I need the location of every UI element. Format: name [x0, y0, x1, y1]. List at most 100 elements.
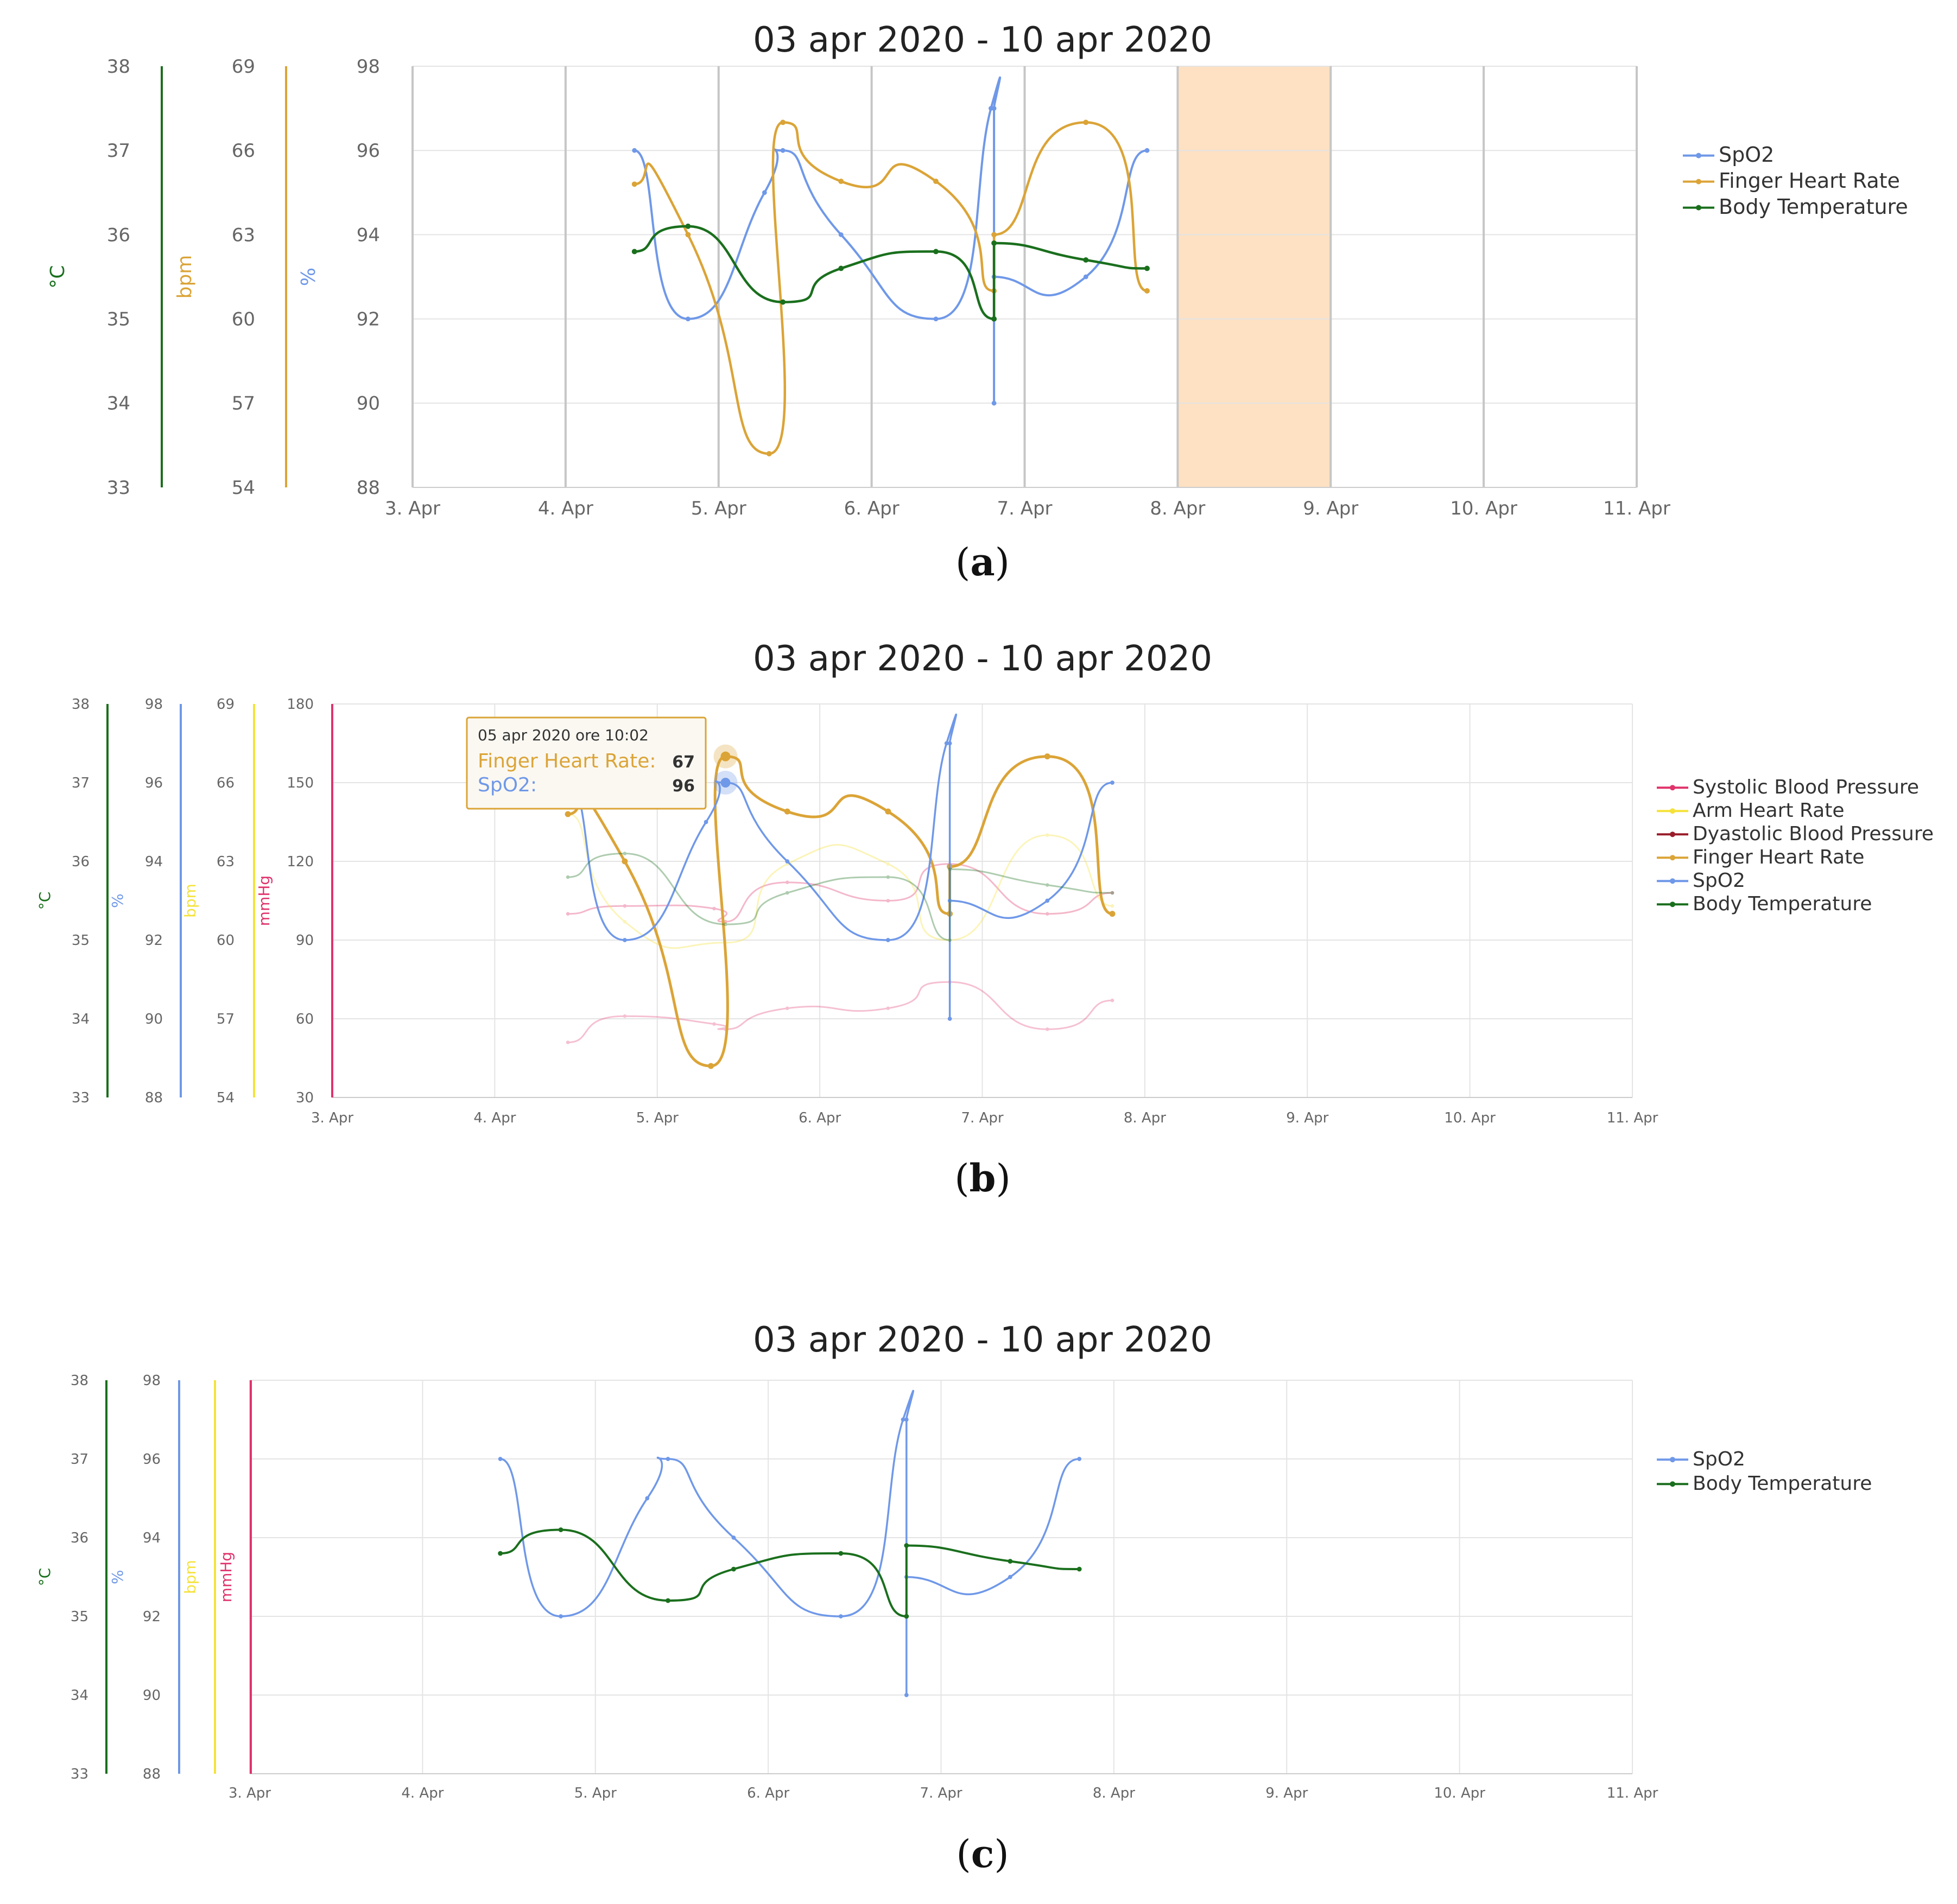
- data-point: [724, 919, 727, 924]
- tooltip: 05 apr 2020 ore 10:02 Finger Heart Rate: 6…: [466, 716, 738, 810]
- data-point: [1083, 119, 1089, 125]
- data-point: [780, 299, 786, 305]
- chart-panel-a: 03 apr 2020 - 10 apr 2020 3. Apr 4. Apr 5. …: [47, 20, 1908, 585]
- y-tick-label: 54: [232, 477, 255, 499]
- y-axis-unit: °C: [36, 892, 54, 910]
- y-tick-label: 69: [217, 696, 235, 713]
- data-point: [685, 223, 691, 229]
- data-point: [1076, 1566, 1082, 1572]
- y-axis-unit: %: [297, 268, 320, 286]
- tooltip-label: Finger Heart Rate:: [478, 750, 656, 772]
- hover-point: [720, 751, 731, 761]
- data-point: [623, 904, 627, 908]
- data-point: [838, 232, 844, 237]
- data-point: [766, 450, 772, 456]
- y-axis-unit: bpm: [181, 1560, 199, 1594]
- x-tick-label: 4. Apr: [538, 498, 593, 519]
- x-tick-label: 9. Apr: [1303, 498, 1358, 519]
- y-axis-unit: bpm: [181, 884, 199, 918]
- y-tick-label: 60: [232, 309, 255, 331]
- legend-marker: [1696, 153, 1701, 158]
- series-line: [566, 755, 1114, 1068]
- chart-title: 03 apr 2020 - 10 apr 2020: [753, 1320, 1212, 1360]
- tooltip-box: [466, 716, 707, 810]
- chart-panel-c: 03 apr 2020 - 10 apr 2020 3. Apr 4. Apr 5. …: [36, 1320, 1872, 1876]
- data-point: [666, 1598, 670, 1603]
- y-tick-label: 96: [143, 1451, 161, 1468]
- series-spo2: [632, 76, 1150, 406]
- y-tick-label: 66: [232, 140, 255, 162]
- data-point: [886, 1006, 890, 1010]
- series-line: [567, 863, 1113, 923]
- x-tick-label: 8. Apr: [1124, 1110, 1166, 1126]
- y-tick-label: 90: [296, 932, 314, 949]
- data-point: [631, 181, 637, 187]
- caption-paren: ): [994, 1832, 1009, 1876]
- y-tick-label: 90: [143, 1687, 161, 1704]
- data-point: [886, 862, 890, 866]
- data-point: [622, 858, 628, 865]
- data-point: [944, 741, 949, 746]
- y-tick-label: 88: [145, 1090, 163, 1106]
- y-tick-label: 96: [357, 140, 380, 162]
- y-tick-label: 94: [145, 854, 163, 870]
- y-tick-label: 90: [145, 1011, 163, 1027]
- data-point: [559, 1614, 563, 1619]
- x-tick-label: 10. Apr: [1450, 498, 1517, 519]
- x-tick-label: 7. Apr: [997, 498, 1052, 519]
- series-body-temperature: [498, 1527, 1082, 1619]
- y-axis-unit: bpm: [174, 255, 196, 299]
- legend-label: Body Temperature: [1719, 195, 1908, 219]
- data-point: [498, 1551, 503, 1556]
- y-tick-label: 92: [143, 1609, 161, 1625]
- legend-label: Body Temperature: [1693, 893, 1872, 915]
- x-tick-label: 7. Apr: [920, 1785, 962, 1801]
- data-point: [724, 922, 727, 926]
- data-point: [1045, 912, 1049, 916]
- y-tick-label: 33: [107, 477, 130, 499]
- series-dyastolic-blood-pressure: [566, 980, 1114, 1044]
- x-tick-label: 10. Apr: [1434, 1785, 1485, 1801]
- hover-point: [720, 778, 731, 788]
- y-tick-label: 88: [143, 1766, 161, 1782]
- legend-label: Finger Heart Rate: [1693, 846, 1864, 868]
- data-point: [685, 316, 691, 321]
- x-tick-label: 6. Apr: [844, 498, 900, 519]
- x-tick-label: 9. Apr: [1286, 1110, 1328, 1126]
- data-point: [1110, 998, 1114, 1002]
- legend-marker: [1670, 902, 1675, 907]
- x-tick-label: 10. Apr: [1444, 1110, 1496, 1126]
- chart-title: 03 apr 2020 - 10 apr 2020: [753, 639, 1212, 679]
- tooltip-title: 05 apr 2020 ore 10:02: [478, 726, 649, 744]
- data-point: [712, 906, 716, 911]
- data-point: [933, 179, 939, 185]
- data-point: [904, 1693, 909, 1697]
- data-point: [901, 1417, 905, 1422]
- x-tick-label: 3. Apr: [385, 498, 440, 519]
- series-finger-heart-rate: [631, 119, 1150, 456]
- series-line: [499, 1528, 1081, 1617]
- legend-label: Body Temperature: [1693, 1473, 1872, 1495]
- series-spo2: [498, 1389, 1082, 1697]
- data-point: [1110, 891, 1114, 895]
- legend-marker: [1696, 205, 1701, 211]
- data-point: [886, 875, 890, 879]
- y-tick-label: 96: [145, 775, 163, 791]
- data-point: [623, 852, 627, 855]
- data-point: [1109, 911, 1116, 917]
- y-tick-label: 88: [357, 477, 380, 499]
- y-tick-label: 38: [107, 56, 130, 78]
- legend-marker: [1670, 878, 1675, 884]
- y-tick-label: 38: [71, 1373, 88, 1389]
- data-point: [566, 1040, 570, 1044]
- y-tick-label: 35: [107, 309, 130, 331]
- y-tick-label: 37: [72, 775, 90, 791]
- panel-caption: (c): [956, 1831, 1009, 1876]
- series-arm-heart-rate: [566, 812, 1114, 949]
- y-tick-label: 36: [72, 854, 90, 870]
- y-tick-label: 63: [232, 224, 255, 246]
- data-point: [1077, 1457, 1082, 1461]
- data-point: [904, 1417, 909, 1422]
- legend-label: Finger Heart Rate: [1719, 169, 1900, 193]
- data-point: [1144, 288, 1150, 294]
